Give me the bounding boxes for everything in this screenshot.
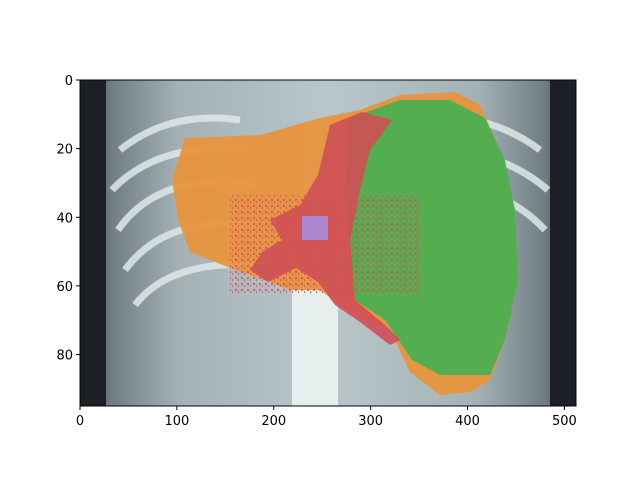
y-tick-label: 80 xyxy=(56,349,73,364)
y-tick-label: 60 xyxy=(56,280,73,295)
y-axis: 0 20 40 60 80 xyxy=(56,74,80,364)
plot-frame xyxy=(79,79,577,407)
x-tick-label: 500 xyxy=(552,414,577,429)
segmentation-overlay xyxy=(172,92,518,395)
x-axis: 0 100 200 300 400 500 xyxy=(76,406,577,429)
x-tick-label: 100 xyxy=(164,414,189,429)
y-tick-label: 0 xyxy=(65,74,73,89)
x-tick-label: 400 xyxy=(455,414,480,429)
x-tick-label: 200 xyxy=(261,414,286,429)
y-tick-label: 40 xyxy=(56,211,73,226)
y-tick-label: 20 xyxy=(56,143,73,158)
segment-region-b xyxy=(345,100,518,375)
x-tick-label: 0 xyxy=(76,414,84,429)
segment-region-d xyxy=(302,216,328,240)
x-tick-label: 300 xyxy=(358,414,383,429)
